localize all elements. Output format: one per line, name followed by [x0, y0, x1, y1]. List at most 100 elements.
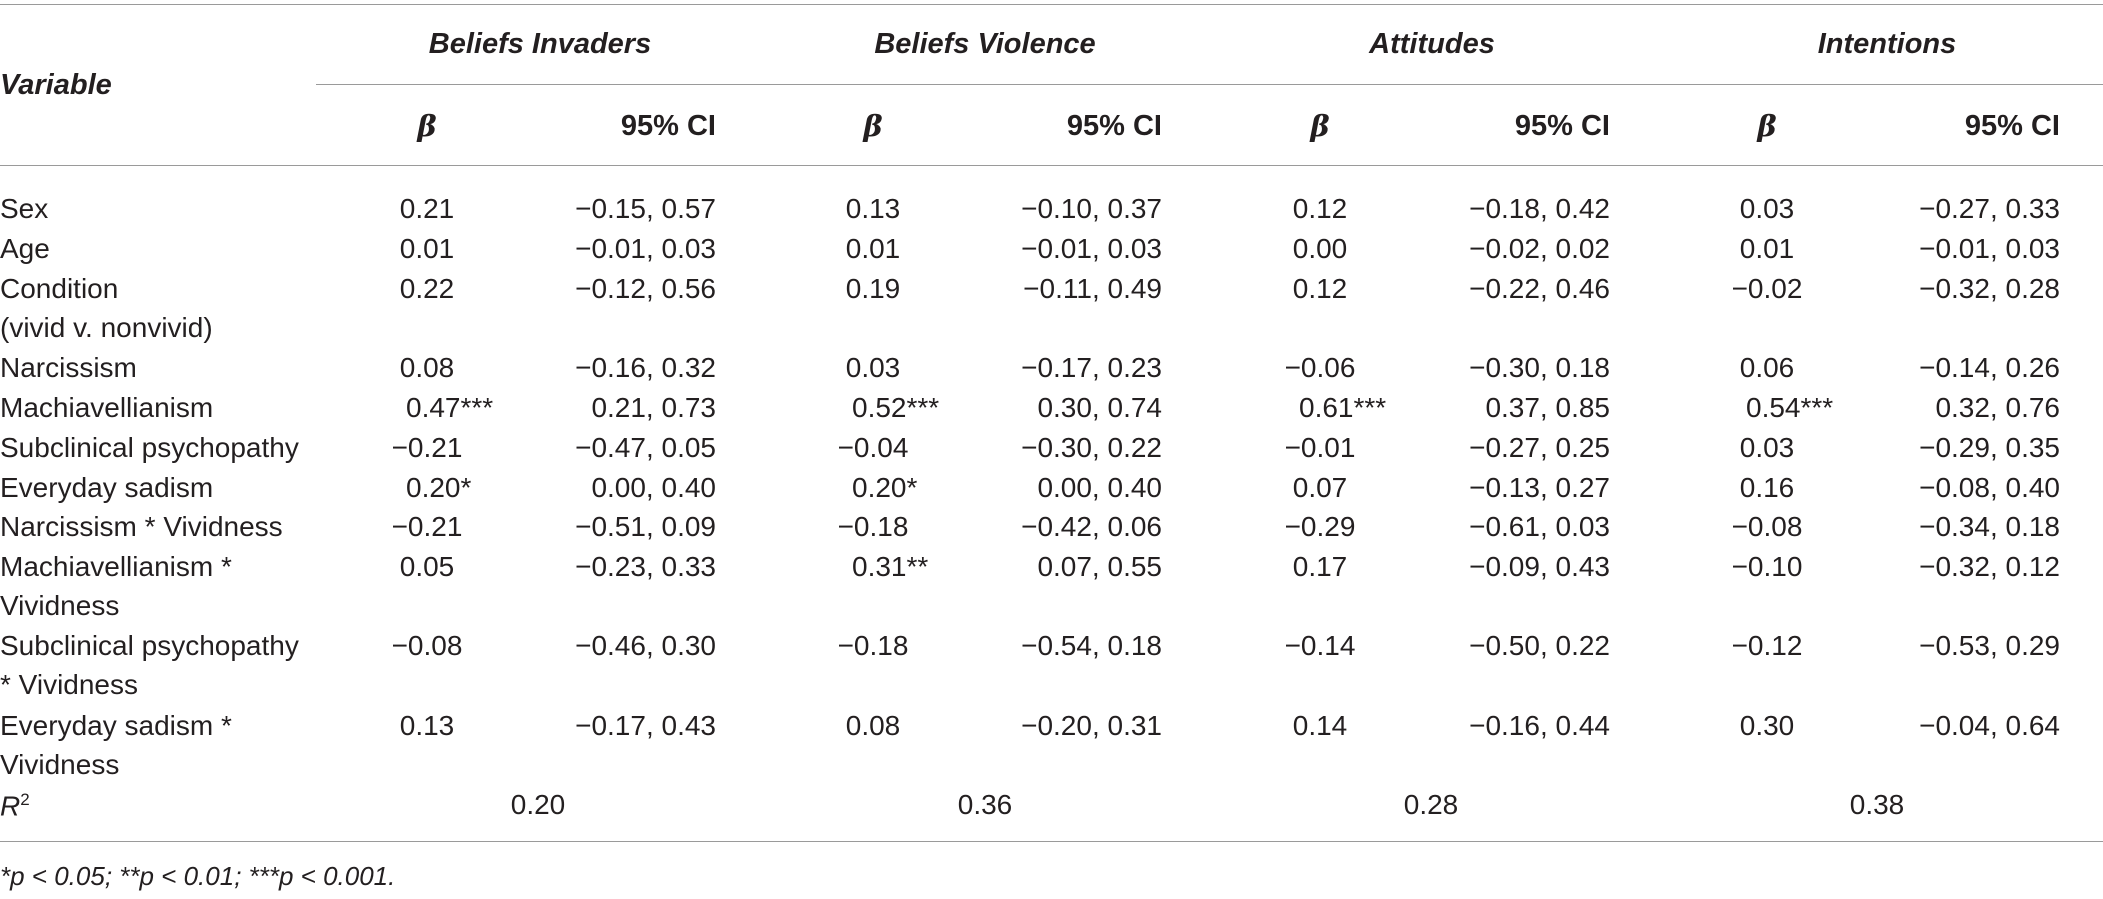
beta-value: 0.19: [845, 273, 901, 304]
ci-value: −0.15, 0.57: [575, 193, 716, 224]
beta-value: 0.13: [845, 193, 901, 224]
ci-value: −0.22, 0.46: [1469, 273, 1610, 304]
beta-value: 0.08: [845, 710, 901, 741]
ci-value: −0.01, 0.03: [575, 233, 716, 264]
group-header: Attitudes: [1369, 28, 1495, 60]
r-squared-value: 0.28: [1403, 789, 1459, 820]
beta-value: 0.52***: [852, 392, 940, 423]
beta-value: 0.03: [1739, 432, 1795, 463]
ci-value: 0.37, 0.85: [1485, 392, 1610, 423]
beta-column-header: β: [417, 109, 437, 143]
row-label: Sex: [0, 193, 49, 224]
ci-value: −0.27, 0.25: [1469, 432, 1610, 463]
beta-value: 0.21: [399, 193, 455, 224]
ci-value: −0.12, 0.56: [575, 273, 716, 304]
group-header-rule: [316, 84, 2103, 85]
ci-value: −0.23, 0.33: [575, 551, 716, 582]
group-header: Intentions: [1817, 28, 1957, 60]
beta-value: −0.08: [391, 630, 463, 661]
r-squared-superscript: 2: [20, 790, 30, 809]
ci-value: −0.16, 0.44: [1469, 710, 1610, 741]
row-label: Narcissism * Vividness: [0, 511, 283, 542]
r-squared-label: R2: [0, 791, 30, 820]
beta-value: 0.30: [1739, 710, 1795, 741]
row-label: * Vividness: [0, 669, 139, 700]
ci-value: −0.16, 0.32: [575, 352, 716, 383]
r-squared-value: 0.20: [510, 789, 566, 820]
beta-value: 0.20*: [406, 472, 472, 503]
beta-column-header: β: [1310, 109, 1330, 143]
ci-value: −0.32, 0.28: [1919, 273, 2060, 304]
row-label: Vividness: [0, 749, 120, 780]
ci-value: −0.29, 0.35: [1919, 432, 2060, 463]
ci-value: 0.07, 0.55: [1037, 551, 1162, 582]
ci-column-header: 95% CI: [1066, 110, 1162, 142]
beta-value: 0.03: [845, 352, 901, 383]
row-label: Everyday sadism *: [0, 710, 232, 741]
beta-value: −0.06: [1284, 352, 1356, 383]
beta-value: 0.14: [1292, 710, 1348, 741]
beta-value: −0.04: [837, 432, 909, 463]
beta-value: 0.13: [399, 710, 455, 741]
beta-value: −0.12: [1731, 630, 1803, 661]
ci-value: −0.27, 0.33: [1919, 193, 2060, 224]
row-label: (vivid v. nonvivid): [0, 312, 213, 343]
ci-value: −0.20, 0.31: [1021, 710, 1162, 741]
ci-value: 0.30, 0.74: [1037, 392, 1162, 423]
beta-value: −0.10: [1731, 551, 1803, 582]
ci-column-header: 95% CI: [1964, 110, 2060, 142]
group-header: Beliefs Violence: [874, 28, 1096, 60]
beta-value: 0.08: [399, 352, 455, 383]
beta-value: −0.21: [391, 432, 463, 463]
ci-value: −0.08, 0.40: [1919, 472, 2060, 503]
ci-value: −0.18, 0.42: [1469, 193, 1610, 224]
beta-value: −0.14: [1284, 630, 1356, 661]
beta-value: −0.02: [1731, 273, 1803, 304]
r-squared-value: 0.36: [957, 789, 1013, 820]
ci-value: −0.01, 0.03: [1919, 233, 2060, 264]
beta-value: 0.00: [1292, 233, 1348, 264]
ci-value: −0.30, 0.22: [1021, 432, 1162, 463]
beta-value: −0.21: [391, 511, 463, 542]
table-top-rule: [0, 4, 2103, 5]
table-bottom-rule: [0, 841, 2103, 842]
ci-value: 0.00, 0.40: [591, 472, 716, 503]
ci-value: −0.30, 0.18: [1469, 352, 1610, 383]
beta-value: 0.16: [1739, 472, 1795, 503]
ci-value: −0.11, 0.49: [1023, 273, 1162, 304]
beta-value: 0.01: [845, 233, 901, 264]
ci-value: −0.32, 0.12: [1919, 551, 2060, 582]
ci-value: 0.32, 0.76: [1935, 392, 2060, 423]
ci-value: −0.46, 0.30: [575, 630, 716, 661]
beta-value: 0.06: [1739, 352, 1795, 383]
ci-value: −0.53, 0.29: [1919, 630, 2060, 661]
beta-column-header: β: [1757, 109, 1777, 143]
ci-value: −0.10, 0.37: [1021, 193, 1162, 224]
beta-value: 0.01: [1739, 233, 1795, 264]
row-label: Subclinical psychopathy: [0, 432, 299, 463]
ci-value: −0.17, 0.23: [1021, 352, 1162, 383]
beta-value: 0.07: [1292, 472, 1348, 503]
row-label: Everyday sadism: [0, 472, 214, 503]
ci-value: −0.50, 0.22: [1469, 630, 1610, 661]
beta-value: 0.31**: [852, 551, 929, 582]
ci-value: −0.47, 0.05: [575, 432, 716, 463]
row-label: Vividness: [0, 590, 120, 621]
ci-value: −0.02, 0.02: [1469, 233, 1610, 264]
header-bottom-rule: [0, 165, 2103, 166]
beta-value: −0.18: [837, 511, 909, 542]
beta-value: 0.61***: [1299, 392, 1387, 423]
beta-value: 0.12: [1292, 273, 1348, 304]
ci-value: −0.61, 0.03: [1469, 511, 1610, 542]
beta-column-header: β: [863, 109, 883, 143]
beta-value: −0.08: [1731, 511, 1803, 542]
ci-value: −0.09, 0.43: [1469, 551, 1610, 582]
ci-column-header: 95% CI: [1514, 110, 1610, 142]
beta-value: 0.12: [1292, 193, 1348, 224]
row-label: Age: [0, 233, 50, 264]
ci-column-header: 95% CI: [620, 110, 716, 142]
beta-value: 0.22: [399, 273, 455, 304]
ci-value: −0.17, 0.43: [575, 710, 716, 741]
table-footnote: *p < 0.05; **p < 0.01; ***p < 0.001.: [0, 861, 396, 891]
ci-value: 0.21, 0.73: [591, 392, 716, 423]
